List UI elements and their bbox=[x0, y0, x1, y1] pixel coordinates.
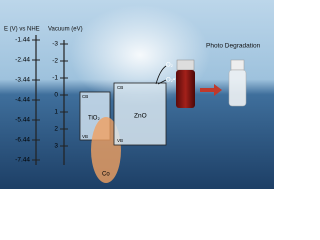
degradation-arrow bbox=[200, 84, 222, 96]
arrow-radical bbox=[157, 79, 167, 85]
o2-label: O₂ bbox=[166, 63, 174, 69]
arrow-o2 bbox=[155, 65, 167, 85]
left-tick-label: -6.44 bbox=[15, 137, 30, 144]
graphical-abstract: E (V) vs NHE Vacuum (eV) -1.44 -2.44 -3.44… bbox=[0, 0, 274, 189]
zno-vb: VB bbox=[117, 138, 123, 143]
red-vial-cap bbox=[176, 59, 195, 71]
tio2-cb: CB bbox=[82, 94, 88, 99]
right-tick-label: 2 bbox=[54, 126, 58, 133]
zno-cb: CB bbox=[117, 85, 123, 90]
clear-vial bbox=[228, 69, 247, 107]
right-tick-label: 3 bbox=[54, 143, 58, 150]
page: E (V) vs NHE Vacuum (eV) -1.44 -2.44 -3.44… bbox=[0, 0, 274, 189]
co-label: Co bbox=[102, 172, 110, 178]
co-ellipse bbox=[91, 117, 121, 183]
right-tick-label: 0 bbox=[54, 92, 58, 99]
scale-ticks: -1.44 -2.44 -3.44 -4.44 -5.44 -6.44 -7.44 -3 -2 -… bbox=[15, 37, 68, 164]
right-tick-label: 1 bbox=[54, 109, 58, 116]
tio2-label: TiO₂ bbox=[88, 116, 100, 122]
left-tick-label: -3.44 bbox=[15, 77, 30, 84]
o2-radical-label: O₂•⁻ bbox=[166, 78, 178, 84]
right-tick-label: -3 bbox=[52, 41, 58, 48]
right-scale-title: Vacuum (eV) bbox=[48, 27, 83, 33]
tio2-vb: VB bbox=[82, 134, 88, 139]
left-tick-label: -4.44 bbox=[15, 97, 30, 104]
left-tick-label: -7.44 bbox=[15, 157, 30, 164]
red-vial bbox=[176, 70, 195, 108]
left-scale-title: E (V) vs NHE bbox=[4, 27, 40, 33]
clear-vial-cap bbox=[230, 59, 245, 71]
right-tick-label: -2 bbox=[52, 58, 58, 65]
zno-label: ZnO bbox=[134, 113, 147, 120]
photo-degradation-title: Photo Degradation bbox=[206, 43, 261, 50]
left-tick-label: -5.44 bbox=[15, 117, 30, 124]
right-tick-label: -1 bbox=[52, 75, 58, 82]
cloud bbox=[70, 5, 210, 105]
left-tick-label: -1.44 bbox=[15, 37, 30, 44]
left-tick-label: -2.44 bbox=[15, 57, 30, 64]
zno-box bbox=[113, 82, 167, 146]
